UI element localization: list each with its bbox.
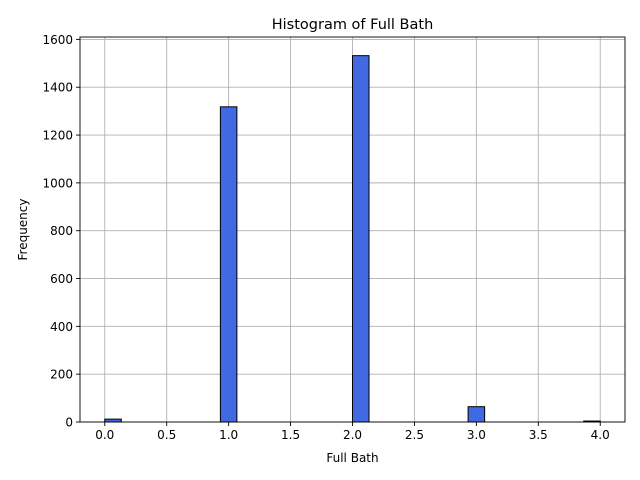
- y-tick-label: 1400: [42, 81, 73, 95]
- histogram-bar: [352, 55, 370, 423]
- y-tick-label: 1000: [42, 176, 73, 190]
- axis-ticks: 0.0 0.5 1.0 1.5 2.0 2.5 3.0 3.5 4.0 0 200 400 600 800…: [42, 33, 609, 442]
- x-tick-label: 0.5: [157, 428, 176, 442]
- y-tick-label: 200: [50, 368, 73, 382]
- x-tick-label: 3.0: [467, 428, 486, 442]
- x-tick-label: 1.0: [219, 428, 238, 442]
- x-tick-label: 1.5: [281, 428, 300, 442]
- x-tick-label: 2.0: [343, 428, 362, 442]
- y-tick-label: 0: [65, 416, 73, 430]
- x-tick-label: 0.0: [95, 428, 114, 442]
- x-tick-label: 3.5: [529, 428, 548, 442]
- histogram-bars: [104, 55, 601, 423]
- y-tick-label: 400: [50, 320, 73, 334]
- histogram-bar: [467, 406, 486, 423]
- y-axis-label: Frequency: [16, 199, 30, 261]
- x-tick-label: 4.0: [591, 428, 610, 442]
- x-axis-label: Full Bath: [326, 451, 378, 465]
- y-tick-label: 1200: [42, 129, 73, 143]
- x-tick-label: 2.5: [405, 428, 424, 442]
- y-tick-label: 800: [50, 224, 73, 238]
- y-tick-label: 1600: [42, 33, 73, 47]
- chart-title: Histogram of Full Bath: [272, 17, 434, 33]
- histogram-bar: [219, 106, 238, 423]
- y-tick-label: 600: [50, 272, 73, 286]
